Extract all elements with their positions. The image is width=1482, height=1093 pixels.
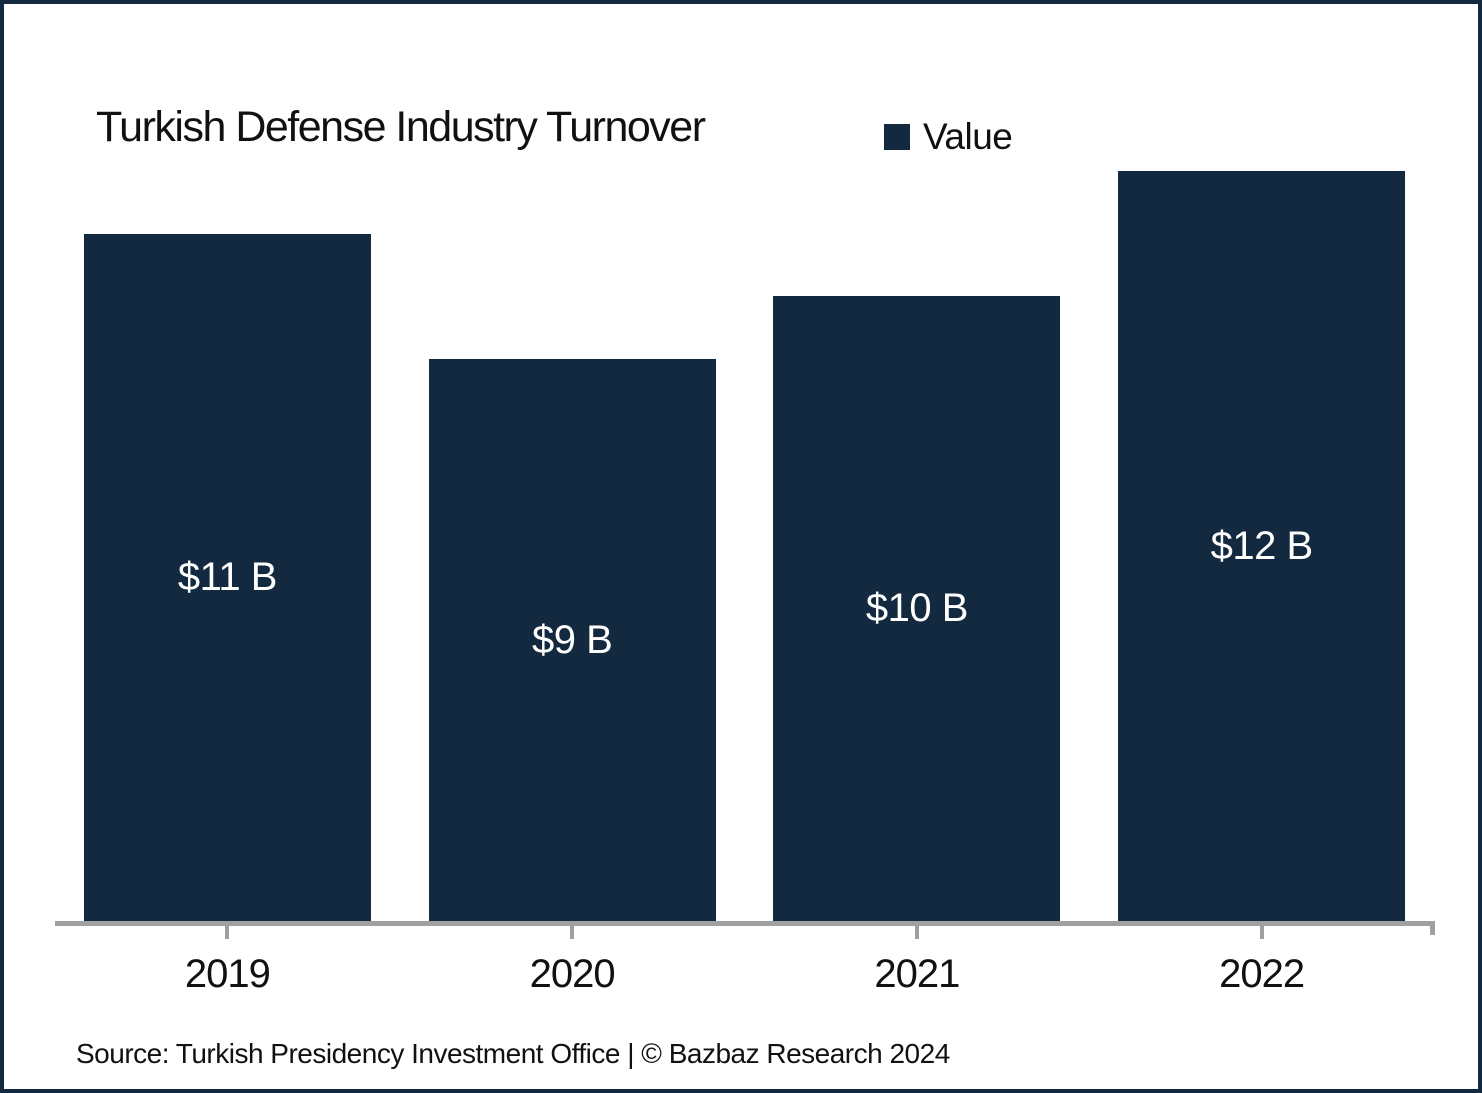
bar-value-label: $9 B xyxy=(531,617,613,662)
x-axis-label-2021: 2021 xyxy=(874,952,960,996)
x-axis-label-2022: 2022 xyxy=(1219,952,1305,996)
bar-2022: $12 B xyxy=(1118,171,1406,921)
x-axis-line xyxy=(55,921,1434,926)
bar-value-label: $12 B xyxy=(1210,523,1314,568)
x-axis-tick xyxy=(1259,926,1264,939)
chart-title: Turkish Defense Industry Turnover xyxy=(96,103,706,151)
legend-swatch-icon xyxy=(884,124,910,150)
bar-value-label: $11 B xyxy=(177,555,278,599)
bar-2021: $10 B xyxy=(773,296,1061,921)
x-axis-label-2020: 2020 xyxy=(529,952,616,996)
plot-area: $11 B 2019 $9 B 2020 $10 B 2021 $12 B 2022 xyxy=(4,4,1478,1089)
x-axis-end-tick xyxy=(1430,921,1435,935)
x-axis-tick xyxy=(225,926,230,939)
legend-label: Value xyxy=(923,116,1013,157)
x-axis-tick xyxy=(914,926,919,939)
bar-2020: $9 B xyxy=(428,359,716,921)
x-axis-label-2019: 2019 xyxy=(184,952,271,996)
source-note: Source: Turkish Presidency Investment Of… xyxy=(76,1038,950,1069)
x-axis-tick xyxy=(570,926,575,939)
legend: Value xyxy=(884,116,1013,158)
bar-value-label: $10 B xyxy=(865,586,969,630)
bar-2019: $11 B xyxy=(83,234,371,921)
